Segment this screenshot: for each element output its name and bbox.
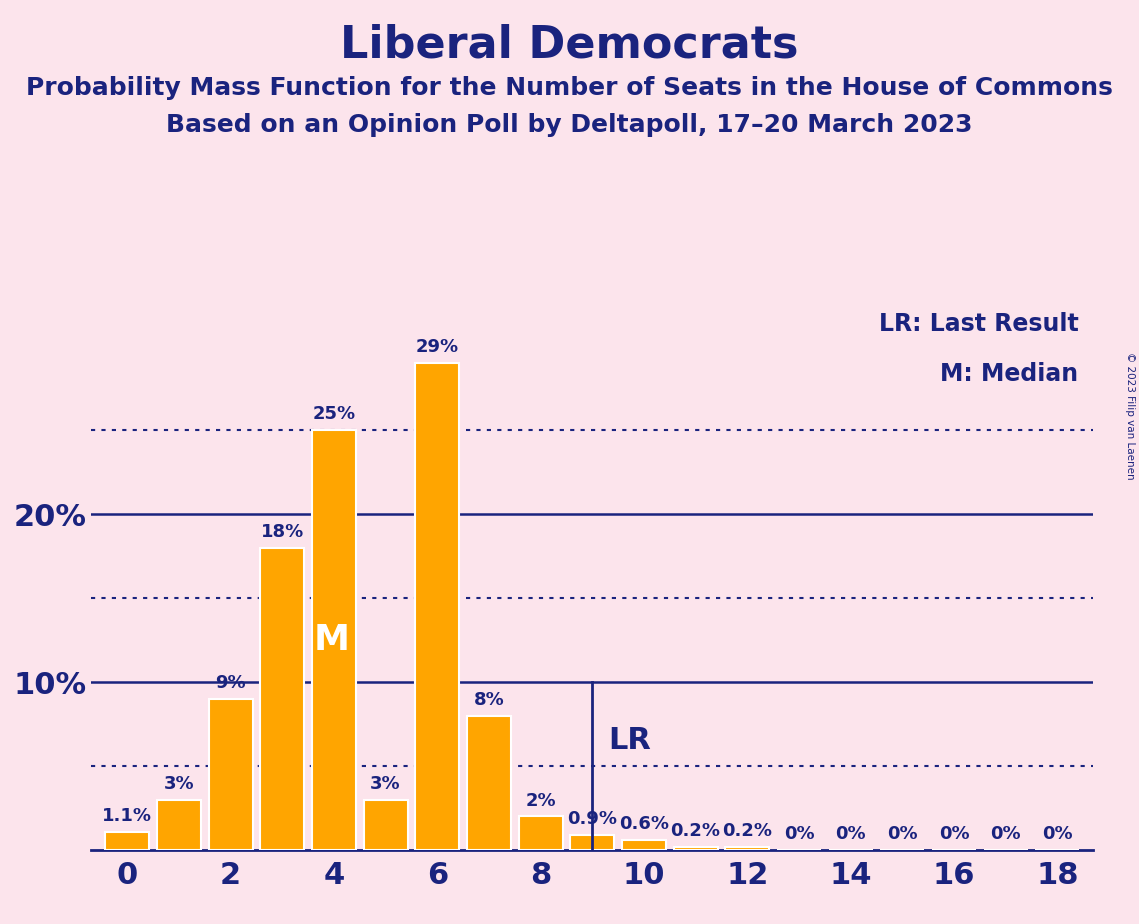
Bar: [312, 430, 355, 850]
Text: 0.2%: 0.2%: [722, 822, 772, 840]
Bar: [571, 835, 614, 850]
Text: 25%: 25%: [312, 406, 355, 423]
Bar: [363, 799, 408, 850]
Text: 0%: 0%: [887, 825, 918, 844]
Text: M: Median: M: Median: [941, 362, 1079, 386]
Text: LR: LR: [608, 726, 650, 756]
Text: 0%: 0%: [835, 825, 866, 844]
Text: M: M: [313, 623, 350, 657]
Text: 18%: 18%: [261, 523, 304, 541]
Text: © 2023 Filip van Laenen: © 2023 Filip van Laenen: [1125, 352, 1134, 480]
Text: 8%: 8%: [474, 691, 505, 709]
Text: 9%: 9%: [215, 675, 246, 692]
Text: 0%: 0%: [1042, 825, 1073, 844]
Text: 0%: 0%: [784, 825, 814, 844]
Bar: [416, 363, 459, 850]
Text: Based on an Opinion Poll by Deltapoll, 17–20 March 2023: Based on an Opinion Poll by Deltapoll, 1…: [166, 113, 973, 137]
Text: 0%: 0%: [990, 825, 1021, 844]
Bar: [157, 799, 200, 850]
Bar: [518, 817, 563, 850]
Bar: [467, 716, 511, 850]
Text: Probability Mass Function for the Number of Seats in the House of Commons: Probability Mass Function for the Number…: [26, 76, 1113, 100]
Text: 3%: 3%: [164, 775, 195, 793]
Text: 1.1%: 1.1%: [103, 807, 153, 825]
Text: 29%: 29%: [416, 338, 459, 356]
Bar: [673, 846, 718, 850]
Bar: [726, 846, 769, 850]
Text: 0%: 0%: [939, 825, 969, 844]
Text: Liberal Democrats: Liberal Democrats: [341, 23, 798, 67]
Text: 2%: 2%: [525, 792, 556, 809]
Text: 0.2%: 0.2%: [671, 822, 721, 840]
Bar: [208, 699, 253, 850]
Bar: [622, 840, 666, 850]
Text: 3%: 3%: [370, 775, 401, 793]
Bar: [105, 832, 149, 850]
Text: LR: Last Result: LR: Last Result: [878, 312, 1079, 336]
Text: 0.6%: 0.6%: [618, 815, 669, 833]
Text: 0.9%: 0.9%: [567, 810, 617, 828]
Bar: [261, 548, 304, 850]
